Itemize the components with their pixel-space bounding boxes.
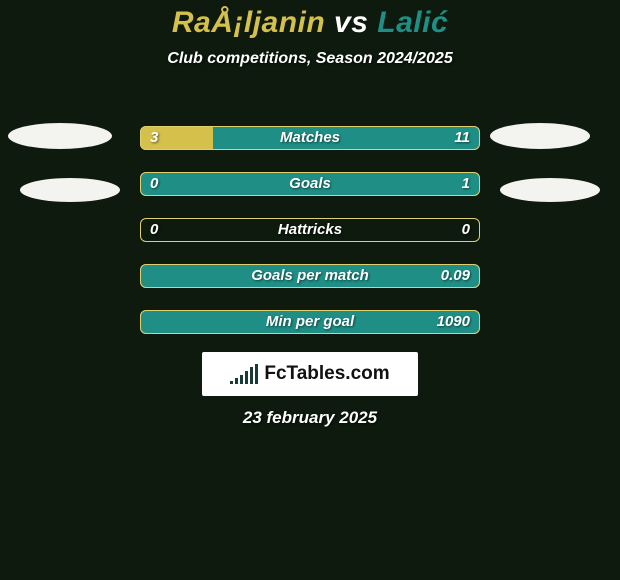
vs-separator: vs [325,6,377,39]
stage: RaÅ¡ljanin vs Lalić Club competitions, S… [0,0,620,580]
logo-text: FcTables.com [264,363,389,385]
stat-label: Goals [140,172,480,196]
fctables-logo: FcTables.com [202,352,418,396]
club-badge-placeholder [8,123,112,149]
footer-date: 23 february 2025 [0,408,620,428]
subtitle: Club competitions, Season 2024/2025 [0,50,620,68]
stat-label: Matches [140,126,480,150]
stat-label: Min per goal [140,310,480,334]
comparison-title: RaÅ¡ljanin vs Lalić [0,0,620,40]
stat-label: Goals per match [140,264,480,288]
stat-row: 1090Min per goal [0,308,620,354]
logo-bars-icon [230,364,258,384]
player-right-name: Lalić [377,6,448,39]
club-badge-placeholder [20,178,120,202]
player-left-name: RaÅ¡ljanin [172,6,325,39]
stat-row: 00Hattricks [0,216,620,262]
stat-row: 0.09Goals per match [0,262,620,308]
comparison-rows: 311Matches01Goals00Hattricks0.09Goals pe… [0,124,620,354]
stat-label: Hattricks [140,218,480,242]
club-badge-placeholder [490,123,590,149]
club-badge-placeholder [500,178,600,202]
